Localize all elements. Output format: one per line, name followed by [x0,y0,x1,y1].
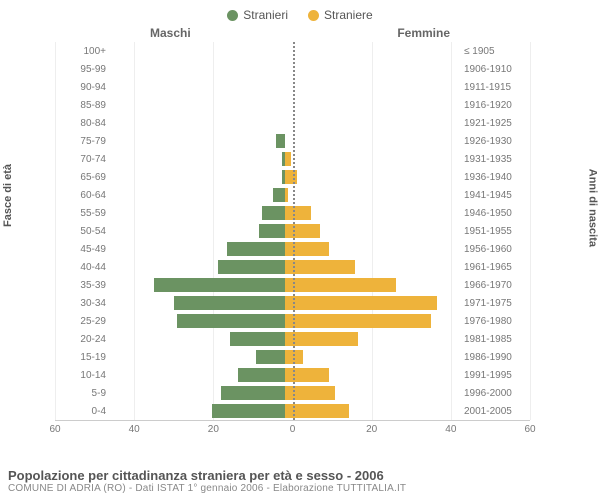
age-label: 50-54 [55,226,110,237]
x-tick: 40 [129,424,140,435]
bar-male [212,404,285,418]
column-headers: Maschi Femmine [0,26,600,42]
age-label: 35-39 [55,280,110,291]
bar-male [273,188,285,202]
age-label: 70-74 [55,154,110,165]
center-line [293,42,295,420]
legend: Stranieri Straniere [0,8,600,22]
birth-label: 1966-1970 [460,280,530,291]
birth-label: 1996-2000 [460,388,530,399]
birth-label: 1991-1995 [460,370,530,381]
y-left-title: Fasce di età [2,164,14,227]
birth-label: 1921-1925 [460,118,530,129]
legend-female-label: Straniere [324,8,373,22]
bar-female [285,278,396,292]
bar-female [285,224,320,238]
age-label: 95-99 [55,64,110,75]
age-label: 20-24 [55,334,110,345]
age-label: 10-14 [55,370,110,381]
grid-line [530,42,531,420]
header-male: Maschi [150,26,191,40]
x-axis: 6040200204060 [55,420,530,440]
x-tick: 0 [290,424,296,435]
bar-male [221,386,285,400]
birth-label: 1941-1945 [460,190,530,201]
birth-label: 1976-1980 [460,316,530,327]
legend-male-swatch [227,10,238,21]
y-right-title: Anni di nascita [586,169,598,247]
age-label: 80-84 [55,118,110,129]
age-label: 0-4 [55,406,110,417]
x-tick: 60 [49,424,60,435]
age-label: 25-29 [55,316,110,327]
bar-male [238,368,285,382]
birth-label: 1906-1910 [460,64,530,75]
birth-label: 1946-1950 [460,208,530,219]
bar-male [230,332,285,346]
bar-male [256,350,285,364]
bar-female [285,260,355,274]
birth-label: ≤ 1905 [460,46,530,57]
birth-label: 1916-1920 [460,100,530,111]
bar-male [154,278,285,292]
birth-label: 1961-1965 [460,262,530,273]
bar-female [285,152,291,166]
pyramid-chart: Stranieri Straniere Maschi Femmine Fasce… [0,0,600,500]
age-label: 100+ [55,46,110,57]
bar-male [259,224,285,238]
age-label: 15-19 [55,352,110,363]
bar-male [276,134,285,148]
legend-female-swatch [308,10,319,21]
birth-label: 1911-1915 [460,82,530,93]
header-female: Femmine [397,26,450,40]
bar-male [177,314,285,328]
bar-male [218,260,285,274]
age-label: 65-69 [55,172,110,183]
bar-female [285,404,349,418]
age-label: 45-49 [55,244,110,255]
legend-male: Stranieri [227,8,288,22]
chart-footer: Popolazione per cittadinanza straniera p… [8,468,406,494]
age-label: 55-59 [55,208,110,219]
bar-female [285,296,437,310]
bar-male [262,206,285,220]
birth-label: 1926-1930 [460,136,530,147]
birth-label: 1936-1940 [460,172,530,183]
birth-label: 1931-1935 [460,154,530,165]
grid-line [55,42,56,420]
x-tick: 60 [524,424,535,435]
age-label: 85-89 [55,100,110,111]
birth-label: 1981-1985 [460,334,530,345]
legend-female: Straniere [308,8,373,22]
age-label: 90-94 [55,82,110,93]
bar-male [174,296,285,310]
birth-label: 1951-1955 [460,226,530,237]
age-label: 5-9 [55,388,110,399]
age-label: 30-34 [55,298,110,309]
bar-male [227,242,285,256]
birth-label: 1956-1960 [460,244,530,255]
x-tick: 20 [366,424,377,435]
bar-female [285,314,431,328]
bar-female [285,332,358,346]
bar-female [285,206,311,220]
legend-male-label: Stranieri [243,8,288,22]
age-label: 40-44 [55,262,110,273]
birth-label: 1986-1990 [460,352,530,363]
birth-label: 2001-2005 [460,406,530,417]
age-label: 75-79 [55,136,110,147]
bar-female [285,188,288,202]
x-tick: 40 [445,424,456,435]
plot-area: Fasce di età Anni di nascita 100+ ≤ 1905 9… [0,42,600,442]
age-label: 60-64 [55,190,110,201]
birth-label: 1971-1975 [460,298,530,309]
chart-title: Popolazione per cittadinanza straniera p… [8,468,406,483]
chart-subtitle: COMUNE DI ADRIA (RO) - Dati ISTAT 1° gen… [8,483,406,494]
x-tick: 20 [208,424,219,435]
bar-female [285,170,297,184]
